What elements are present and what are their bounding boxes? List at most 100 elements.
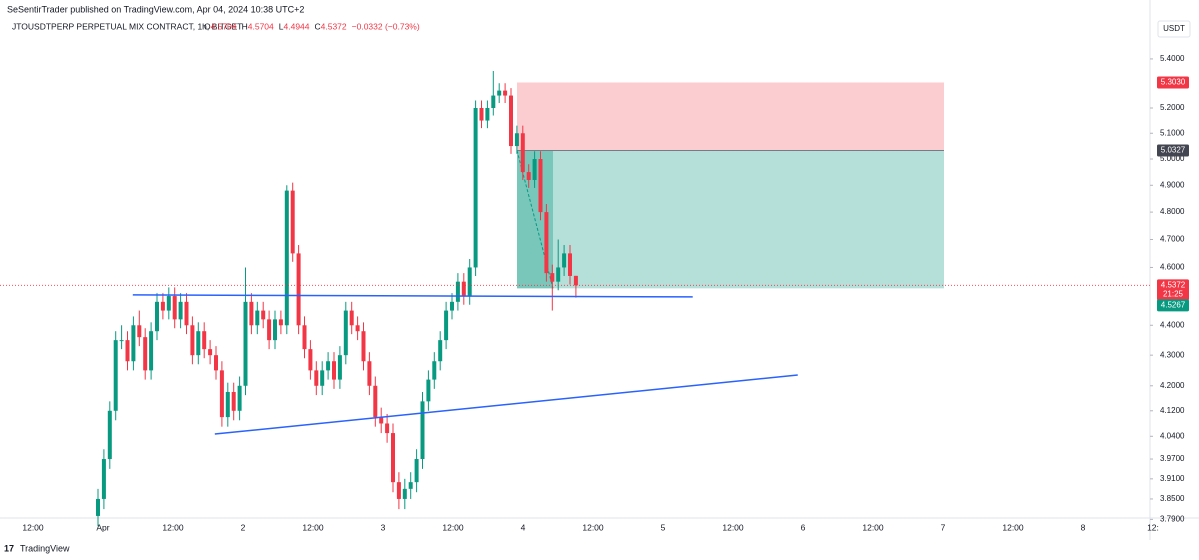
candle-body — [296, 253, 301, 326]
candle-body — [225, 391, 230, 418]
candle-body — [214, 355, 218, 371]
publisher: SeSentirTrader published on TradingView.… — [7, 4, 304, 14]
entry-path — [516, 150, 554, 289]
candle-body — [208, 349, 213, 356]
y-tick-label: 3.9100 — [1160, 474, 1185, 483]
candle-body — [202, 331, 207, 350]
candle-body — [402, 488, 407, 499]
candle-body — [178, 301, 183, 320]
candle-body — [485, 107, 490, 121]
trend-line — [214, 374, 798, 435]
candle-body — [373, 385, 378, 418]
candle-body — [497, 90, 502, 96]
legend-value: 4.4944 — [284, 21, 310, 31]
candle-body — [550, 273, 555, 282]
candle-body — [184, 301, 189, 326]
candle-body — [450, 301, 454, 311]
trend-line — [132, 294, 693, 298]
candle-body — [526, 172, 531, 180]
price-badge — [1157, 76, 1189, 89]
candle-body — [426, 379, 431, 402]
candle-body — [107, 410, 112, 460]
symbol: JTOUSDTPERP PERPETUAL MIX CONTRACT, 1h, … — [12, 21, 242, 31]
candle-body — [125, 340, 130, 362]
x-tick-label: 5 — [661, 522, 666, 532]
candle-body — [349, 310, 354, 326]
candle-body — [273, 319, 277, 341]
y-tick-label: 5.0000 — [1160, 154, 1185, 163]
price-badge — [1157, 299, 1189, 312]
x-tick-label: 12:00 — [582, 522, 604, 532]
price-badge — [1157, 279, 1189, 301]
candle-body — [391, 433, 395, 483]
candle-body — [172, 296, 177, 320]
legend-value: 4.5372 — [321, 21, 347, 31]
x-tick-label: 3 — [381, 522, 386, 532]
candle-body — [290, 190, 295, 254]
candle-body — [101, 459, 106, 499]
legend-key: H — [242, 21, 248, 31]
candle-body — [337, 355, 342, 380]
candle-body — [137, 325, 142, 338]
candle-body — [190, 325, 195, 356]
x-tick-label: Apr — [96, 522, 109, 532]
candle-body — [261, 310, 266, 320]
candle-body — [532, 159, 537, 180]
x-tick-label: 12: — [1147, 522, 1159, 532]
price-badge-label: 5.3030 — [1161, 78, 1186, 87]
candle-body — [444, 310, 449, 341]
candle-body — [149, 331, 154, 371]
candle-body — [255, 310, 260, 326]
candle-body — [113, 340, 118, 411]
candle-body — [308, 349, 313, 371]
price-badge-label: 4.5372 — [1161, 280, 1186, 289]
candle-body — [544, 212, 549, 274]
candle-body — [361, 331, 366, 362]
y-tick-label: 4.4000 — [1160, 320, 1185, 329]
legend-value: 4.5704 — [211, 21, 237, 31]
candle-body — [355, 325, 360, 332]
x-tick-label: 12:00 — [722, 522, 744, 532]
candle-body — [461, 281, 466, 297]
legend-value: −0.0332 (−0.73%) — [352, 21, 420, 31]
candle-body — [432, 361, 437, 380]
logo: 17 — [4, 543, 14, 553]
countdown: 21:25 — [1163, 289, 1184, 298]
price-badge — [1157, 144, 1189, 157]
candle-body — [556, 267, 561, 282]
candle-body — [314, 370, 319, 386]
x-tick-label: 12:00 — [862, 522, 884, 532]
candle-body — [520, 133, 525, 173]
x-tick-label: 12:00 — [1002, 522, 1024, 532]
candle-body — [332, 361, 336, 380]
candle-body — [302, 325, 307, 350]
stop-zone — [517, 82, 944, 151]
candle-body — [538, 159, 543, 213]
y-tick-label: 4.8000 — [1160, 207, 1185, 216]
candle-body — [143, 337, 148, 371]
candle-body — [385, 423, 390, 434]
legend-key: L — [279, 21, 284, 31]
legend-key: C — [315, 21, 321, 31]
candle-body — [237, 385, 242, 411]
candle-body — [284, 190, 289, 326]
candle-body — [514, 133, 519, 147]
candle-body — [160, 301, 165, 311]
x-tick-label: 8 — [1081, 522, 1086, 532]
candle-body — [473, 107, 478, 268]
candle-body — [326, 361, 331, 371]
candle-body — [131, 325, 136, 362]
candle-body — [343, 310, 348, 356]
y-tick-label: 4.6000 — [1160, 263, 1185, 272]
brand: TradingView — [20, 543, 70, 553]
candle-body — [573, 275, 578, 286]
legend-value: 4.5704 — [248, 21, 274, 31]
candle-body — [379, 417, 384, 424]
candle-body — [420, 401, 425, 460]
y-tick-label: 4.9000 — [1160, 180, 1185, 189]
candle-body — [467, 267, 472, 297]
candle-body — [219, 370, 224, 418]
